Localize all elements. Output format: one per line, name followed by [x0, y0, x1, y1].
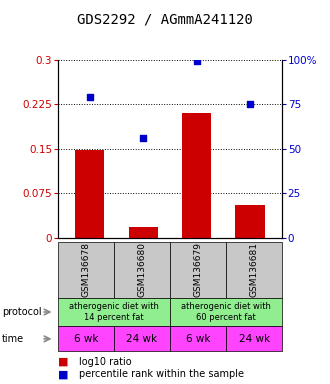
- Text: GDS2292 / AGmmA241120: GDS2292 / AGmmA241120: [77, 13, 253, 27]
- Text: GSM136679: GSM136679: [193, 242, 203, 297]
- Text: GSM136678: GSM136678: [81, 242, 90, 297]
- Text: GSM136681: GSM136681: [249, 242, 259, 297]
- Text: time: time: [2, 334, 24, 344]
- Text: 6 wk: 6 wk: [74, 334, 98, 344]
- Text: GSM136680: GSM136680: [137, 242, 147, 297]
- Text: ■: ■: [58, 357, 68, 367]
- Point: [141, 135, 146, 141]
- Text: ■: ■: [58, 369, 68, 379]
- Bar: [129, 227, 158, 238]
- Text: 24 wk: 24 wk: [239, 334, 270, 344]
- Text: percentile rank within the sample: percentile rank within the sample: [79, 369, 244, 379]
- Bar: [235, 205, 265, 238]
- Text: 6 wk: 6 wk: [186, 334, 210, 344]
- Text: 24 wk: 24 wk: [126, 334, 157, 344]
- Text: atherogenic diet with
60 percent fat: atherogenic diet with 60 percent fat: [181, 302, 271, 322]
- Bar: [182, 113, 211, 238]
- Bar: [75, 150, 105, 238]
- Text: atherogenic diet with
14 percent fat: atherogenic diet with 14 percent fat: [69, 302, 159, 322]
- Text: log10 ratio: log10 ratio: [79, 357, 132, 367]
- Point: [194, 58, 199, 65]
- Text: protocol: protocol: [2, 307, 41, 317]
- Point: [87, 94, 92, 100]
- Point: [248, 101, 253, 107]
